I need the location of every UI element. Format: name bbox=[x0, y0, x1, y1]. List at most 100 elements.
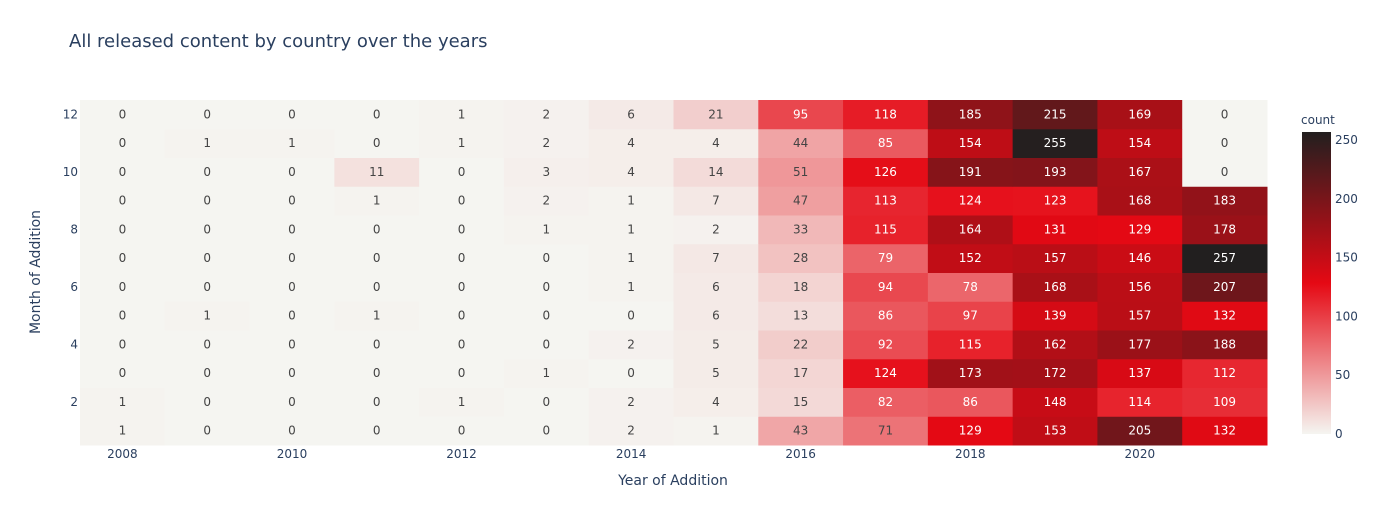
heatmap-cell bbox=[164, 416, 251, 446]
heatmap-cell bbox=[249, 157, 335, 187]
heatmap-cell bbox=[419, 301, 505, 331]
cell-value-label: 115 bbox=[959, 337, 982, 351]
cell-value-label: 0 bbox=[288, 395, 296, 409]
cell-value-label: 0 bbox=[373, 251, 381, 265]
cell-value-label: 0 bbox=[288, 194, 296, 208]
cell-value-label: 86 bbox=[963, 395, 978, 409]
cell-value-label: 0 bbox=[203, 280, 211, 294]
heatmap-cell bbox=[927, 186, 1014, 216]
heatmap-cell bbox=[927, 243, 1014, 273]
heatmap-cell bbox=[503, 330, 590, 360]
cell-value-label: 33 bbox=[793, 222, 808, 236]
cell-value-label: 115 bbox=[874, 222, 897, 236]
heatmap-cell bbox=[927, 358, 1014, 388]
cell-value-label: 11 bbox=[369, 165, 384, 179]
heatmap-cell bbox=[588, 243, 674, 273]
heatmap-cell bbox=[673, 128, 759, 158]
x-axis-title: Year of Addition bbox=[617, 473, 728, 489]
heatmap-cell bbox=[164, 157, 251, 187]
heatmap-cell bbox=[843, 128, 929, 158]
heatmap-cell bbox=[164, 215, 251, 245]
y-axis-title: Month of Addition bbox=[28, 210, 44, 334]
heatmap-cell bbox=[1012, 186, 1098, 216]
cell-value-label: 17 bbox=[793, 366, 808, 380]
cell-value-label: 114 bbox=[1128, 395, 1151, 409]
heatmap-cell bbox=[758, 358, 844, 388]
cell-value-label: 0 bbox=[119, 366, 127, 380]
cell-value-label: 0 bbox=[203, 251, 211, 265]
cell-value-label: 97 bbox=[963, 309, 978, 323]
cell-value-label: 0 bbox=[119, 194, 127, 208]
heatmap-cell bbox=[164, 387, 251, 417]
cell-value-label: 5 bbox=[712, 337, 720, 351]
cell-value-label: 0 bbox=[458, 222, 466, 236]
heatmap-cell bbox=[927, 387, 1014, 417]
cell-value-label: 2 bbox=[627, 337, 635, 351]
cell-value-label: 0 bbox=[458, 194, 466, 208]
heatmap-cell bbox=[843, 358, 929, 388]
heatmap-cell bbox=[1012, 243, 1098, 273]
cell-value-label: 2 bbox=[543, 107, 551, 121]
heatmap-cell bbox=[758, 186, 844, 216]
cell-value-label: 0 bbox=[288, 165, 296, 179]
heatmap-cell bbox=[588, 358, 674, 388]
cell-value-label: 129 bbox=[1128, 222, 1151, 236]
heatmap-cell bbox=[249, 128, 335, 158]
x-tick-label: 2016 bbox=[785, 447, 816, 461]
heatmap-cell bbox=[80, 416, 166, 446]
cell-value-label: 0 bbox=[1221, 136, 1229, 150]
heatmap-cell bbox=[758, 157, 844, 187]
heatmap-cell bbox=[1182, 157, 1268, 187]
heatmap-cell bbox=[249, 301, 335, 331]
cell-value-label: 44 bbox=[793, 136, 808, 150]
heatmap-cell bbox=[334, 243, 420, 273]
x-tick-label: 2008 bbox=[107, 447, 138, 461]
cell-value-label: 0 bbox=[288, 337, 296, 351]
heatmap-cell bbox=[673, 186, 759, 216]
cell-value-label: 124 bbox=[874, 366, 897, 380]
cell-value-label: 1 bbox=[627, 194, 635, 208]
cell-value-label: 0 bbox=[458, 251, 466, 265]
heatmap-cell bbox=[334, 100, 420, 130]
heatmap-cell bbox=[1097, 215, 1183, 245]
heatmap-cell bbox=[927, 100, 1014, 130]
heatmap-cell bbox=[334, 330, 420, 360]
heatmap-cell bbox=[758, 387, 844, 417]
heatmap-cell bbox=[334, 301, 420, 331]
cell-value-label: 79 bbox=[878, 251, 893, 265]
heatmap-cell bbox=[249, 215, 335, 245]
cell-value-label: 7 bbox=[712, 194, 720, 208]
heatmap-cell bbox=[588, 330, 674, 360]
cell-value-label: 131 bbox=[1044, 222, 1067, 236]
heatmap-cell bbox=[334, 387, 420, 417]
heatmap-cell bbox=[334, 128, 420, 158]
cell-value-label: 2 bbox=[543, 194, 551, 208]
cell-value-label: 0 bbox=[543, 280, 551, 294]
heatmap-cell bbox=[164, 128, 251, 158]
cell-value-label: 6 bbox=[712, 280, 720, 294]
cell-value-label: 1 bbox=[458, 136, 466, 150]
cell-value-label: 191 bbox=[959, 165, 982, 179]
heatmap-cell bbox=[588, 416, 674, 446]
cell-value-label: 4 bbox=[627, 136, 635, 150]
cell-value-label: 0 bbox=[543, 309, 551, 323]
heatmap-cell bbox=[503, 100, 590, 130]
heatmap-cell bbox=[334, 157, 420, 187]
cell-value-label: 205 bbox=[1128, 424, 1151, 438]
cell-value-label: 183 bbox=[1213, 194, 1236, 208]
cell-value-label: 13 bbox=[793, 309, 808, 323]
cell-value-label: 123 bbox=[1044, 194, 1067, 208]
heatmap-cell bbox=[673, 387, 759, 417]
cell-value-label: 1 bbox=[373, 194, 381, 208]
y-tick-label: 12 bbox=[63, 107, 78, 121]
cell-value-label: 2 bbox=[543, 136, 551, 150]
heatmap-cell bbox=[1097, 272, 1183, 302]
cell-value-label: 0 bbox=[203, 194, 211, 208]
heatmap-cell bbox=[758, 416, 844, 446]
cell-value-label: 148 bbox=[1044, 395, 1067, 409]
y-tick-label: 4 bbox=[70, 337, 78, 351]
cell-value-label: 22 bbox=[793, 337, 808, 351]
cell-value-label: 0 bbox=[373, 222, 381, 236]
heatmap-cell bbox=[164, 186, 251, 216]
